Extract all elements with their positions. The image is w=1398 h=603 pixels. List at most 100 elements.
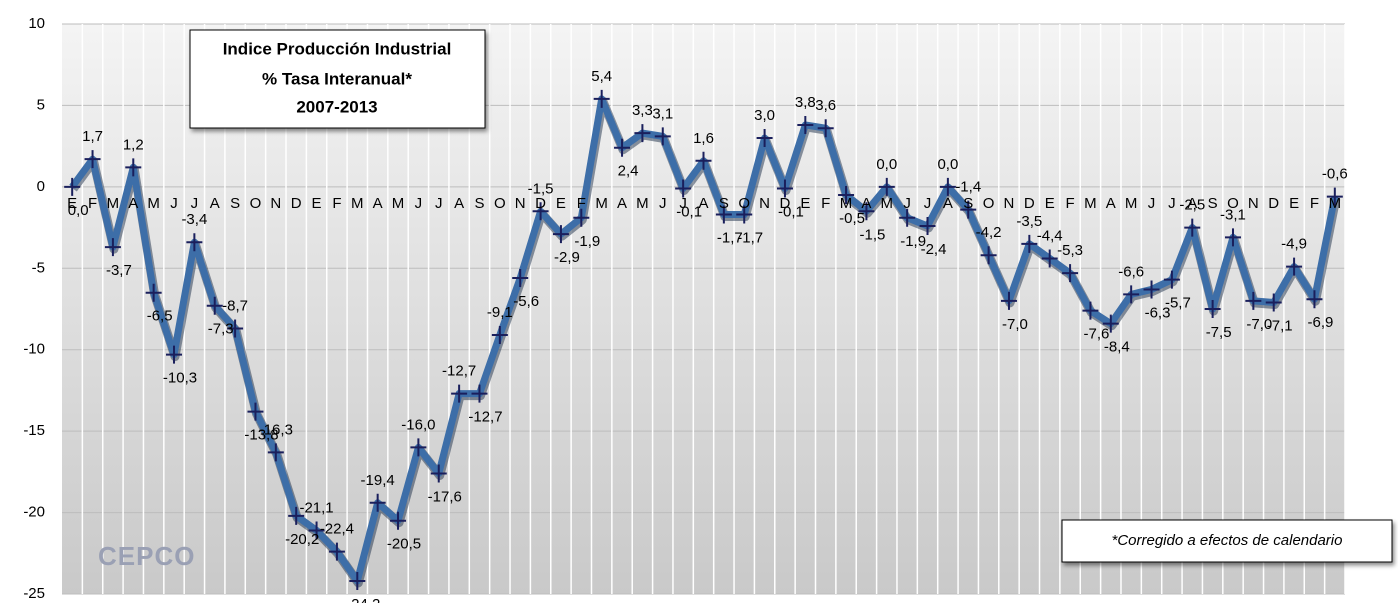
x-tick-label: M	[1329, 195, 1342, 212]
x-tick-label: O	[494, 195, 506, 212]
x-tick-label: D	[1024, 195, 1035, 212]
logo: CEPCO	[98, 541, 195, 571]
marker	[1224, 228, 1241, 247]
data-label: 2,4	[618, 163, 639, 180]
data-label: -5,7	[1165, 295, 1191, 312]
y-tick-label: -25	[23, 585, 45, 602]
data-label: 5,4	[591, 68, 612, 85]
data-label: 1,6	[693, 130, 714, 147]
data-label: 0,0	[68, 202, 89, 219]
marker	[410, 438, 427, 457]
x-tick-label: M	[107, 195, 120, 212]
x-tick-label: A	[1106, 195, 1116, 212]
data-label: -22,4	[320, 521, 354, 538]
y-tick-label: 5	[37, 96, 45, 113]
data-label: -7,0	[1002, 316, 1028, 333]
x-tick-label: E	[800, 195, 810, 212]
y-tick-label: 10	[28, 15, 45, 32]
marker	[960, 200, 977, 219]
x-tick-label: N	[515, 195, 526, 212]
data-label: -5,6	[513, 293, 539, 310]
x-tick-label: M	[351, 195, 364, 212]
data-label: 1,2	[123, 136, 144, 153]
data-label: -3,4	[181, 211, 207, 228]
data-label: -6,9	[1308, 314, 1334, 331]
title-line: % Tasa Interanual*	[262, 69, 412, 88]
data-label: -8,4	[1104, 339, 1130, 356]
marker	[186, 233, 203, 252]
x-tick-label: J	[903, 195, 911, 212]
data-label: -21,1	[299, 499, 333, 516]
marker	[838, 186, 855, 204]
data-label: -0,1	[778, 203, 804, 220]
marker	[817, 119, 834, 138]
data-label: -7,3	[208, 321, 234, 338]
marker	[878, 177, 895, 196]
data-label: -16,3	[259, 421, 293, 438]
data-label: -9,1	[487, 304, 513, 321]
data-label: -0,1	[676, 203, 702, 220]
marker	[1163, 270, 1180, 289]
data-label: -0,6	[1322, 166, 1348, 183]
marker	[1265, 293, 1282, 312]
x-tick-label: J	[1168, 195, 1176, 212]
marker	[125, 158, 142, 177]
marker	[166, 345, 183, 364]
marker	[349, 571, 366, 590]
x-tick-label: M	[392, 195, 405, 212]
marker	[858, 202, 875, 221]
marker	[451, 384, 468, 403]
data-label: -6,6	[1118, 263, 1144, 280]
marker	[756, 129, 773, 147]
x-tick-label: J	[1148, 195, 1156, 212]
x-tick-label: N	[270, 195, 281, 212]
data-label: -20,2	[285, 531, 319, 548]
x-tick-label: F	[821, 195, 830, 212]
marker	[64, 177, 81, 196]
x-tick-label: S	[963, 195, 973, 212]
data-label: -1,5	[859, 226, 885, 243]
x-tick-label: M	[636, 195, 649, 212]
x-tick-label: M	[840, 195, 853, 212]
x-tick-label: E	[1045, 195, 1055, 212]
marker	[84, 150, 101, 169]
marker	[227, 319, 244, 338]
marker	[369, 493, 386, 512]
x-tick-label: J	[679, 195, 687, 212]
marker	[593, 89, 610, 108]
data-label: 0,0	[937, 156, 958, 173]
x-tick-label: F	[577, 195, 586, 212]
marker	[471, 384, 488, 403]
data-label: -24,2	[346, 596, 380, 603]
data-label: -17,6	[428, 488, 462, 505]
marker	[104, 238, 121, 257]
x-tick-label: E	[312, 195, 322, 212]
marker	[288, 506, 305, 525]
data-label: -3,5	[1016, 213, 1042, 230]
marker	[776, 179, 793, 198]
data-label: -6,5	[147, 308, 173, 325]
marker	[1021, 234, 1038, 253]
x-tick-label: N	[759, 195, 770, 212]
x-tick-label: A	[373, 195, 383, 212]
data-label: -1,5	[528, 180, 554, 197]
data-label: -4,4	[1037, 227, 1063, 244]
data-label: -5,3	[1057, 242, 1083, 259]
data-label: -8,7	[222, 298, 248, 315]
x-tick-label: O	[738, 195, 750, 212]
marker	[1326, 187, 1343, 206]
data-label: -2,5	[1179, 197, 1205, 214]
data-label: 3,6	[815, 97, 836, 114]
x-tick-label: N	[1248, 195, 1259, 212]
marker	[654, 127, 671, 146]
marker	[552, 225, 569, 244]
marker	[1204, 300, 1221, 318]
x-tick-label: M	[147, 195, 160, 212]
data-label: -2,4	[921, 241, 947, 258]
data-label: -1,7	[737, 230, 763, 247]
marker	[512, 269, 529, 288]
marker	[1123, 285, 1140, 304]
marker	[980, 246, 997, 265]
data-label: -3,1	[1220, 206, 1246, 223]
data-label: 3,0	[754, 107, 775, 124]
